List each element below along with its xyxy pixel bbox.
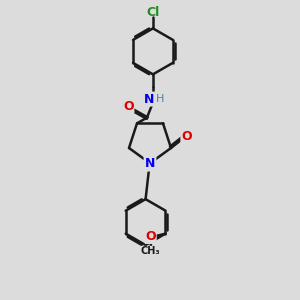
Text: CH₃: CH₃ bbox=[141, 246, 161, 256]
Text: O: O bbox=[123, 100, 134, 112]
Text: Cl: Cl bbox=[146, 6, 160, 19]
Text: O: O bbox=[181, 130, 192, 143]
Text: O: O bbox=[146, 230, 156, 243]
Text: H: H bbox=[156, 94, 164, 104]
Text: N: N bbox=[145, 157, 155, 170]
Text: N: N bbox=[144, 93, 154, 106]
